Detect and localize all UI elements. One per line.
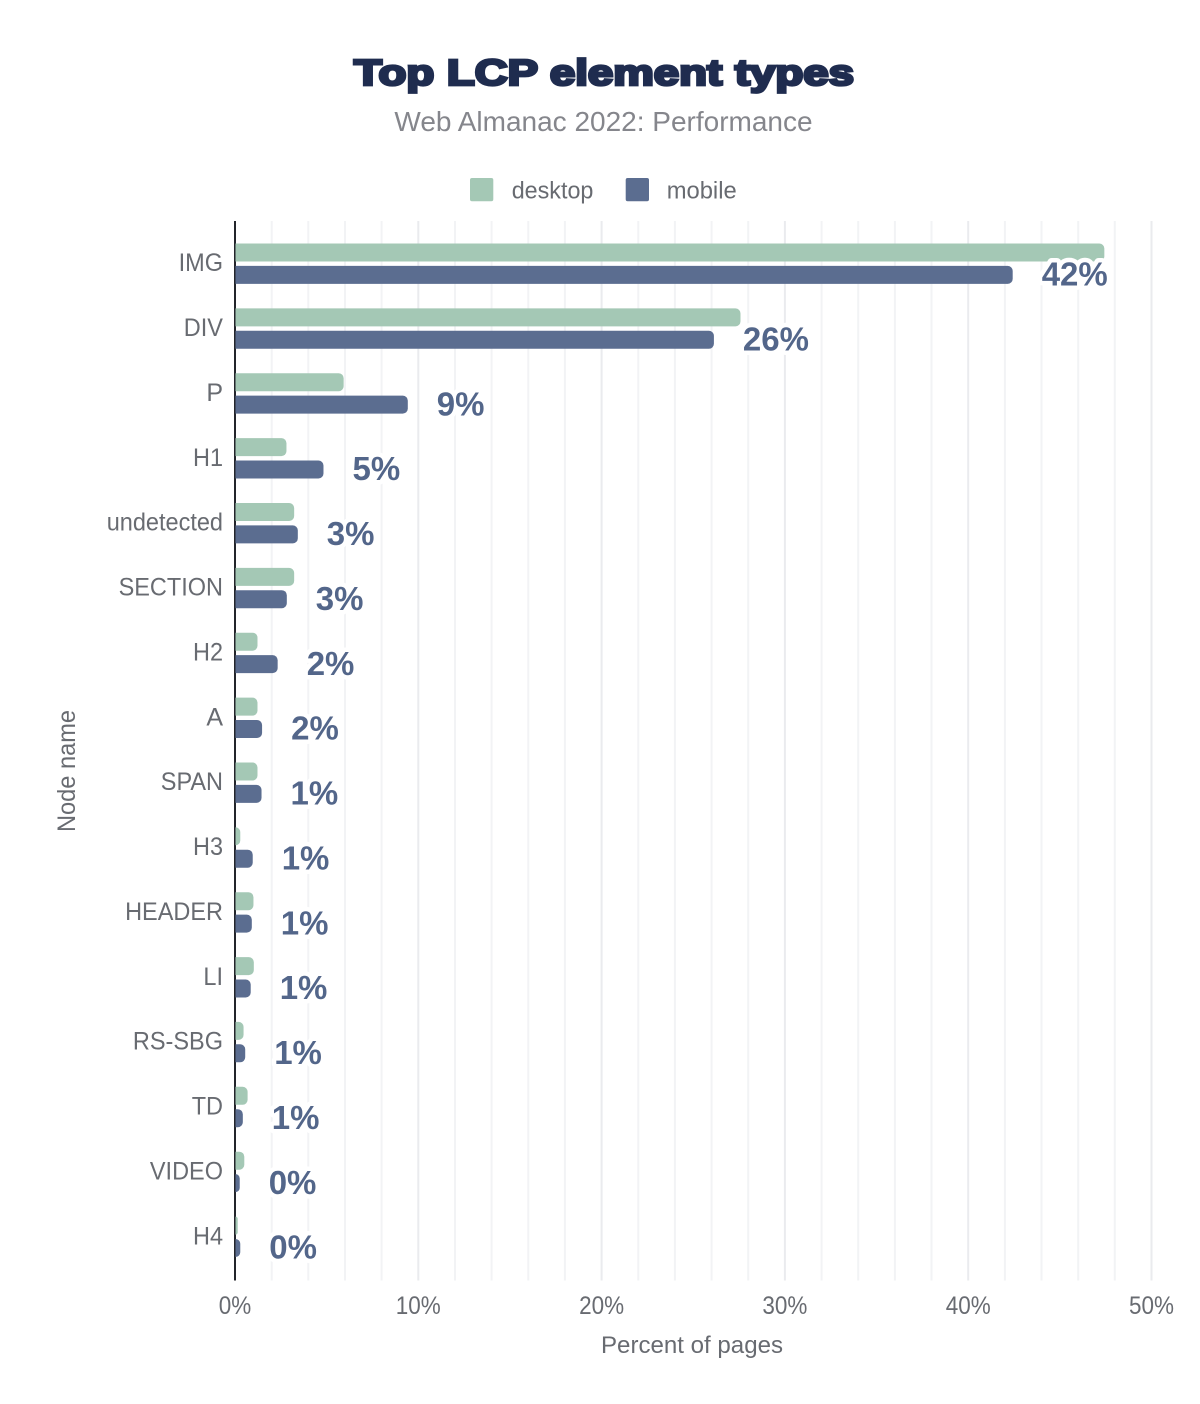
svg-text:1%: 1% — [280, 969, 328, 1006]
svg-text:5%: 5% — [353, 450, 401, 487]
svg-text:DIV: DIV — [184, 314, 223, 342]
svg-text:1%: 1% — [291, 775, 339, 812]
svg-text:desktop: desktop — [512, 178, 594, 205]
svg-text:0%: 0% — [219, 1292, 252, 1320]
svg-text:Web Almanac 2022: Performance: Web Almanac 2022: Performance — [394, 106, 812, 137]
svg-text:P: P — [206, 379, 223, 407]
svg-text:SECTION: SECTION — [119, 574, 223, 602]
svg-text:30%: 30% — [762, 1292, 807, 1320]
svg-text:1%: 1% — [272, 1099, 320, 1136]
svg-text:26%: 26% — [743, 321, 809, 358]
svg-text:3%: 3% — [327, 515, 375, 552]
svg-text:1%: 1% — [281, 904, 329, 941]
svg-text:50%: 50% — [1129, 1292, 1174, 1320]
svg-text:42%: 42% — [1042, 256, 1108, 293]
svg-text:20%: 20% — [579, 1292, 624, 1320]
svg-text:9%: 9% — [437, 385, 485, 422]
svg-text:1%: 1% — [282, 839, 330, 876]
svg-text:IMG: IMG — [179, 249, 223, 277]
svg-text:0%: 0% — [269, 1164, 317, 1201]
svg-text:VIDEO: VIDEO — [150, 1157, 223, 1185]
svg-text:Top LCP element types: Top LCP element types — [354, 52, 854, 93]
svg-text:LI: LI — [203, 963, 223, 991]
svg-text:HEADER: HEADER — [125, 898, 223, 926]
svg-text:H4: H4 — [193, 1222, 223, 1250]
svg-text:H1: H1 — [193, 444, 223, 472]
svg-text:H2: H2 — [193, 638, 223, 666]
svg-text:H3: H3 — [193, 833, 223, 861]
svg-text:RS-SBG: RS-SBG — [133, 1028, 223, 1056]
svg-text:3%: 3% — [316, 580, 364, 617]
svg-text:1%: 1% — [274, 1034, 322, 1071]
svg-text:2%: 2% — [291, 710, 339, 747]
svg-text:Percent of pages: Percent of pages — [601, 1332, 783, 1359]
svg-text:10%: 10% — [396, 1292, 441, 1320]
svg-text:Node name: Node name — [53, 710, 81, 832]
svg-text:SPAN: SPAN — [161, 768, 223, 796]
svg-text:A: A — [206, 703, 223, 731]
svg-text:0%: 0% — [269, 1229, 317, 1266]
svg-text:40%: 40% — [946, 1292, 991, 1320]
svg-text:TD: TD — [192, 1093, 223, 1121]
svg-text:2%: 2% — [307, 645, 355, 682]
svg-text:mobile: mobile — [667, 178, 737, 205]
svg-text:undetected: undetected — [107, 509, 223, 537]
